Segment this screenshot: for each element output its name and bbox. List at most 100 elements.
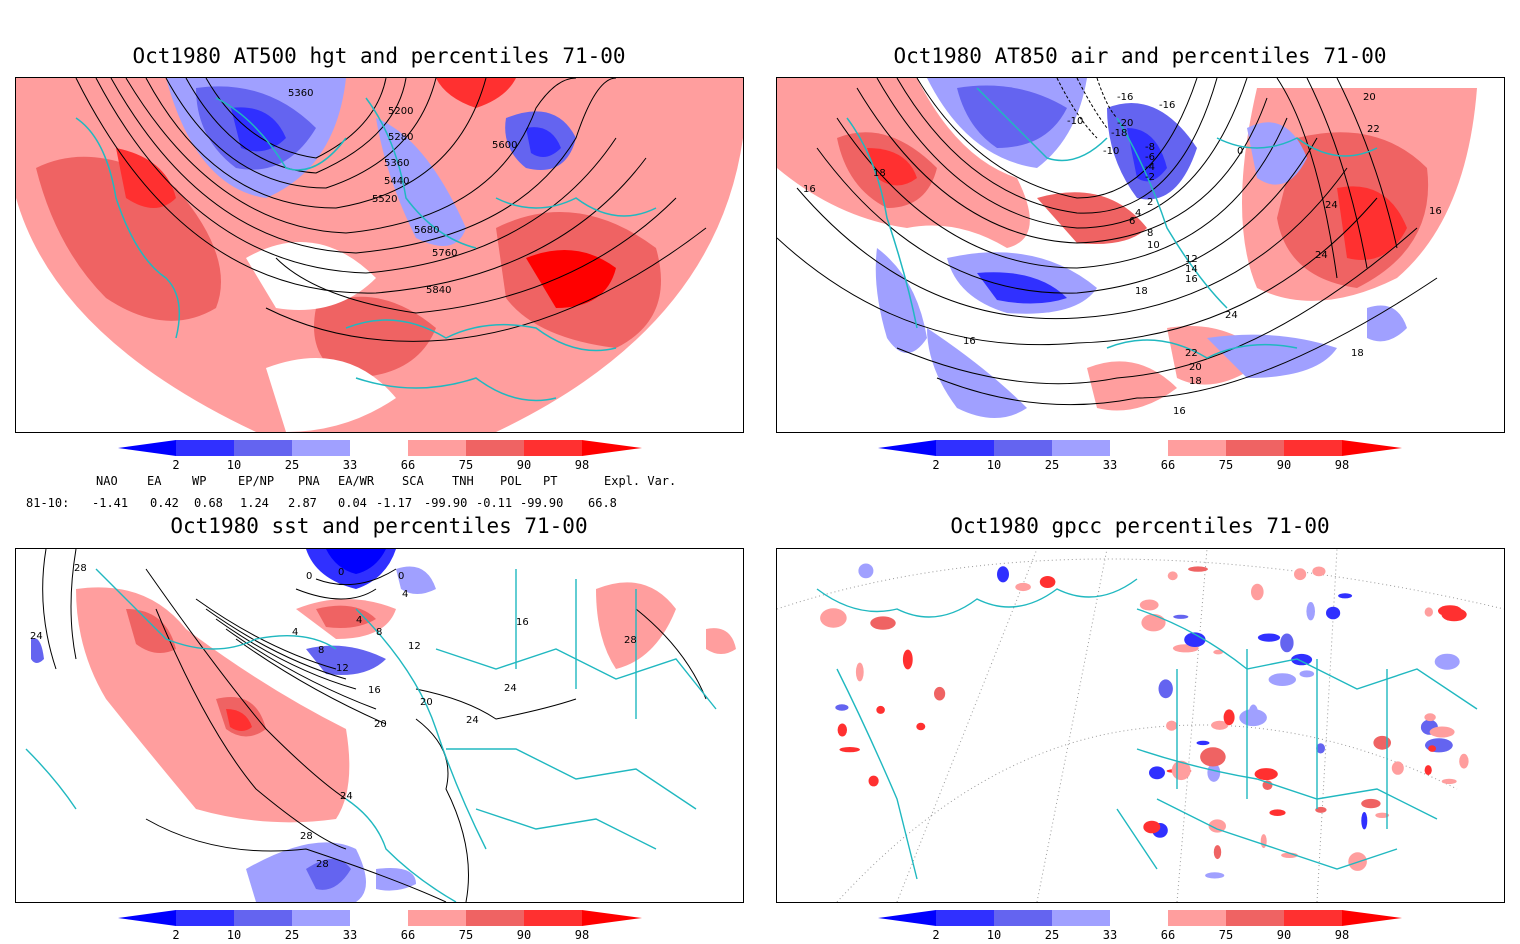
index-header: TNH xyxy=(452,474,474,488)
colorbar-swatches xyxy=(118,440,642,456)
colorbar-tick: 2 xyxy=(172,928,180,942)
contour-label: 5840 xyxy=(426,285,451,296)
precip-cell xyxy=(1315,806,1327,813)
index-header: POL xyxy=(500,474,522,488)
map-panel-hgt500: 5360 5200 5280 5360 5440 5520 5600 5680 … xyxy=(15,77,744,433)
index-value: -0.11 xyxy=(476,496,513,510)
contour-label: 16 xyxy=(803,184,816,195)
precip-cell xyxy=(1173,614,1189,619)
contour-label: -20 xyxy=(1117,118,1133,129)
colorbar-tick: 25 xyxy=(284,928,300,942)
index-value: -99.90 xyxy=(424,496,468,510)
colorbar-swatches xyxy=(878,440,1402,456)
precip-cell xyxy=(835,704,849,711)
colorbar-tick: 66 xyxy=(1160,458,1176,472)
index-header: PNA xyxy=(298,474,320,488)
colorbar-tick: 90 xyxy=(1276,458,1292,472)
colorbar-gpcc: 2 10 25 33 66 75 90 98 xyxy=(878,910,1402,944)
precip-cell xyxy=(1167,571,1178,581)
contour-label: 12 xyxy=(408,641,421,652)
precip-cell xyxy=(1312,566,1326,577)
index-value: 0.68 xyxy=(194,496,223,510)
colorbar-hgt500: 2 10 25 33 66 75 90 98 xyxy=(118,440,642,474)
contour-label: 24 xyxy=(1225,310,1238,321)
contour-label: -10 xyxy=(1067,116,1083,127)
precip-cell xyxy=(1434,653,1460,670)
contour-label: 28 xyxy=(316,859,329,870)
precip-cell xyxy=(876,705,885,714)
precip-cell xyxy=(1338,593,1353,599)
colorbar-tick: 33 xyxy=(342,458,358,472)
contour-label: 28 xyxy=(300,831,313,842)
colorbar-tick: 75 xyxy=(458,928,474,942)
contour-label: 5680 xyxy=(414,225,439,236)
contour-label: 4 xyxy=(402,589,408,600)
contour-label: 18 xyxy=(873,168,886,179)
contour-label: -4 xyxy=(1145,162,1155,173)
contour-label: -2 xyxy=(1145,172,1155,183)
precip-cell xyxy=(1208,819,1226,833)
colorbar-tick: 10 xyxy=(986,928,1002,942)
contour-label: 24 xyxy=(466,715,479,726)
contour-label: 18 xyxy=(1189,376,1202,387)
precip-cell xyxy=(1239,709,1267,727)
contour-label: 16 xyxy=(368,685,381,696)
precip-cell xyxy=(1294,568,1307,581)
contour-label: -18 xyxy=(1111,128,1127,139)
precip-cell xyxy=(1424,713,1436,722)
index-value: 1.24 xyxy=(240,496,269,510)
contour-label: 14 xyxy=(1185,264,1198,275)
colorbar-tick: 33 xyxy=(342,928,358,942)
contour-label: 4 xyxy=(356,615,362,626)
precip-cell xyxy=(870,616,896,630)
contour-label: 20 xyxy=(420,697,433,708)
precip-cell xyxy=(1291,653,1313,666)
colorbar-tick: 10 xyxy=(226,928,242,942)
colorbar-tick: 25 xyxy=(1044,458,1060,472)
contour-label: 20 xyxy=(1363,92,1376,103)
contour-labels: -16 -16 -10 -18 -20 -10 -8 -6 -4 -2 0 2 … xyxy=(803,92,1442,417)
precip-cell xyxy=(837,723,847,737)
precip-cell xyxy=(1424,607,1433,617)
precip-cell xyxy=(1149,766,1165,780)
precip-cell xyxy=(1166,720,1178,731)
index-header: Expl. Var. xyxy=(604,474,677,488)
precip-cell xyxy=(1211,720,1229,730)
contour-label: 5440 xyxy=(384,176,409,187)
precip-cell xyxy=(1429,726,1455,738)
contour-label: 12 xyxy=(336,663,349,674)
contour-label: 18 xyxy=(1135,286,1148,297)
colorbar-tick: 33 xyxy=(1102,458,1118,472)
precip-cell xyxy=(997,566,1009,583)
contour-label: 24 xyxy=(504,683,517,694)
precip-cell xyxy=(1424,765,1432,776)
contour-label: -6 xyxy=(1145,152,1155,163)
precipitation-percentile-field xyxy=(820,563,1469,879)
contour-label: 0 xyxy=(398,571,404,582)
precip-cell xyxy=(1205,872,1225,879)
teleconnection-index-table: NAO EA WP EP/NP PNA EA/WR SCA TNH POL PT… xyxy=(0,474,760,514)
precip-cell xyxy=(1306,602,1315,621)
index-value: 0.42 xyxy=(150,496,179,510)
precip-cell xyxy=(1326,606,1341,620)
colorbar-swatches xyxy=(878,910,1402,926)
precip-cell xyxy=(1254,768,1278,781)
colorbar-air850: 2 10 25 33 66 75 90 98 xyxy=(878,440,1402,474)
contour-label: 5360 xyxy=(384,158,409,169)
precip-cell xyxy=(916,722,926,731)
precip-cell xyxy=(902,649,913,670)
precip-cell xyxy=(1361,798,1381,809)
precip-cell xyxy=(934,686,946,701)
panel-title-air850: Oct1980 AT850 air and percentiles 71-00 xyxy=(893,44,1387,68)
precip-cell xyxy=(1269,809,1286,816)
colorbar-tick: 66 xyxy=(1160,928,1176,942)
precip-cell xyxy=(1428,745,1436,752)
colorbar-tick: 75 xyxy=(1218,458,1234,472)
contour-label: 16 xyxy=(516,617,529,628)
precip-cell xyxy=(1223,709,1235,726)
contour-label: 0 xyxy=(338,567,344,578)
contour-label: 5760 xyxy=(432,248,457,259)
precip-cell xyxy=(1188,566,1208,572)
colorbar-tick: 98 xyxy=(1334,458,1350,472)
index-row-label: 81-10: xyxy=(26,496,70,510)
